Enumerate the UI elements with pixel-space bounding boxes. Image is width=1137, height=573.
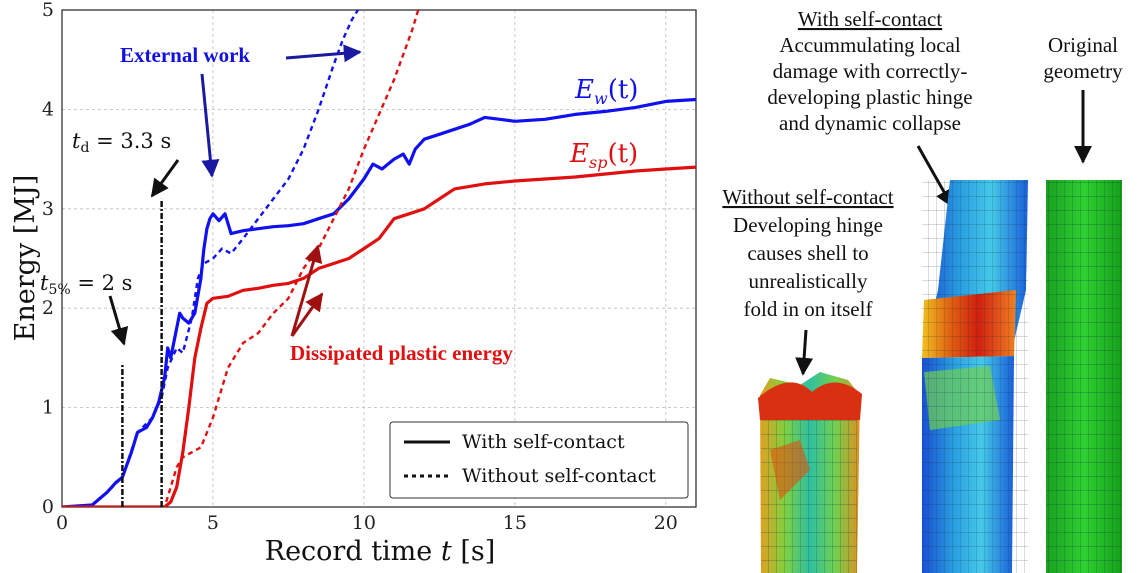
marker-label-td: td = 3.3 s [72,129,171,156]
x-tick-label: 0 [56,512,68,534]
x-tick-label: 10 [352,512,376,534]
annotation-dissipated: Dissipated plastic energy [290,341,513,365]
model-without-contact [758,372,862,573]
caption-without-heading: Without self-contact [722,185,893,209]
caption-without-line: causes shell to [747,241,868,265]
legend-label-with: With self-contact [462,431,625,453]
legend-label-without: Without self-contact [462,465,656,487]
series-label-ew: Ew(t) [574,75,638,108]
caption-with-line: damage with correctly- [773,59,968,83]
model-original [1046,180,1122,573]
series-line-with-plastic-energy [62,165,696,507]
y-tick-label: 3 [42,198,54,220]
caption-without-line: unrealistically [749,269,868,293]
x-tick-label: 20 [654,512,678,534]
caption-original-line: Original [1048,33,1118,57]
legend: With self-contact Without self-contact [389,421,689,499]
x-axis-label: Record time t [s] [265,536,496,567]
arrow-external-work-solid [200,73,220,178]
series-line-without-plastic-energy [62,10,420,507]
caption-original-line: geometry [1043,59,1123,83]
caption-with-contact: With self-contact Accummulating local da… [767,7,972,135]
arrow-external-work-dotted [285,44,362,63]
plot-frame [61,9,697,508]
caption-with-line: Accummulating local [779,33,961,57]
annotation-external-work: External work [120,43,250,67]
caption-with-line: developing plastic hinge [767,85,972,109]
series-line-without-external-work [62,10,360,507]
y-tick-labels: 0 1 2 3 4 5 [42,0,54,518]
y-tick-label: 1 [42,397,54,419]
x-tick-labels: 0 5 10 15 20 [56,512,678,534]
arrow-dissipated-dotted [290,244,323,337]
marker-arrow-td [150,159,180,198]
marker-label-t5: t5% = 2 s [40,271,132,298]
y-tick-label: 5 [42,0,54,21]
y-tick-label: 0 [42,496,54,518]
caption-without-line: Developing hinge [733,213,883,237]
caption-original: Original geometry [1043,33,1123,83]
y-axis-label: Energy [MJ] [10,175,41,342]
time-markers [121,198,163,507]
arrow-to-without-model [795,329,814,376]
caption-with-heading: With self-contact [798,7,943,31]
model-with-contact [922,180,1028,573]
x-tick-label: 15 [503,512,527,534]
marker-arrow-t5 [108,295,129,346]
caption-without-line: fold in on itself [744,297,873,321]
caption-without-contact: Without self-contact Developing hinge ca… [722,185,893,321]
caption-with-line: and dynamic collapse [779,111,961,135]
series-label-esp: Esp(t) [569,139,638,172]
y-tick-label: 2 [42,297,54,319]
y-tick-label: 4 [42,98,54,120]
series-group [62,10,696,507]
x-tick-label: 5 [207,512,219,534]
arrow-dissipated-solid [290,292,324,337]
